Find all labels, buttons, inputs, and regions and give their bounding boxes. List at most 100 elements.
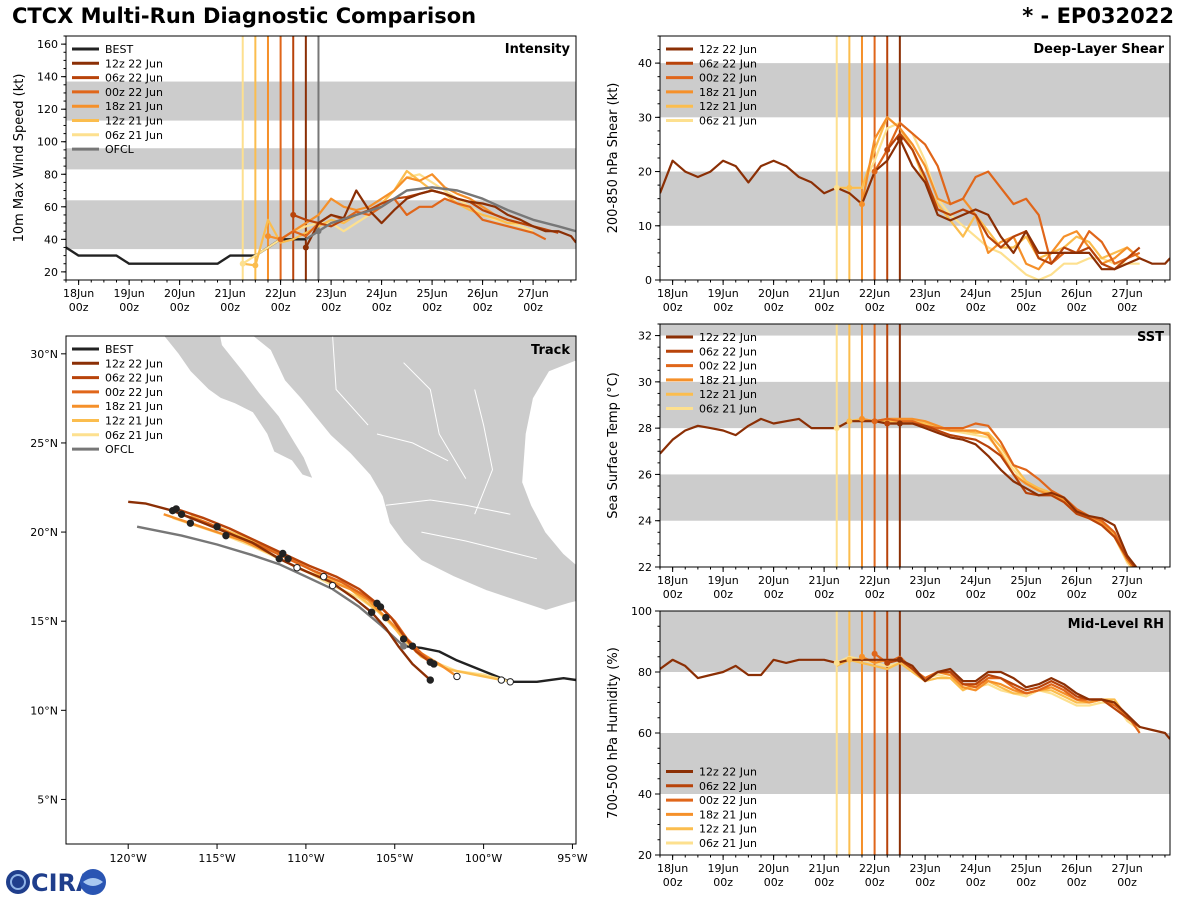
sst-legend-label: 06z 22 Jun <box>699 345 757 358</box>
rh-series-group <box>660 650 1170 740</box>
shear-xtick-label: 00z <box>764 301 784 314</box>
track-legend-label: OFCL <box>105 443 135 456</box>
intensity-legend-label: 06z 21 Jun <box>105 129 163 142</box>
shear-xtick-label: 00z <box>713 301 733 314</box>
shear-xtick-label: 00z <box>915 301 935 314</box>
track-xtick-label: 95°W <box>557 852 587 865</box>
intensity-ytick-label: 100 <box>37 136 58 149</box>
shear-init-marker-06z-22-jun <box>884 146 891 153</box>
sst-ytick-label: 22 <box>638 561 652 574</box>
sst-panel: 22242628303218Jun00z19Jun00z20Jun00z21Ju… <box>606 323 1171 601</box>
track-marker-18z-21-jun <box>293 564 301 572</box>
shear-init-marker-00z-22-jun <box>871 168 878 175</box>
sst-legend-label: 12z 22 Jun <box>699 331 757 344</box>
rh-band <box>660 733 1170 794</box>
intensity-ytick-label: 60 <box>44 201 58 214</box>
track-series-best <box>403 644 576 683</box>
state-border <box>421 531 538 560</box>
rh-xtick-label: 21Jun <box>809 862 840 875</box>
sst-xtick-label: 18Jun <box>657 574 688 587</box>
intensity-init-marker-12z-21-jun <box>252 262 259 269</box>
figure-title: CTCX Multi-Run Diagnostic Comparison <box>12 4 477 28</box>
sst-init-marker-12z-22-jun <box>896 420 903 427</box>
shear-legend-label: 06z 21 Jun <box>699 115 757 128</box>
sst-xtick-label: 21Jun <box>809 574 840 587</box>
track-marker-06z-21-jun <box>328 581 337 590</box>
sst-ytick-label: 28 <box>638 422 652 435</box>
rh-xtick-label: 00z <box>764 876 784 889</box>
intensity-xtick-label: 18Jun <box>63 287 94 300</box>
intensity-xtick-label: 22Jun <box>265 287 296 300</box>
shear-xtick-label: 21Jun <box>809 287 840 300</box>
shear-xtick-label: 00z <box>814 301 834 314</box>
shear-ytick-label: 40 <box>638 57 652 70</box>
rh-xtick-label: 00z <box>814 876 834 889</box>
track-marker-00z-22-jun <box>177 510 186 518</box>
shear-legend-label: 06z 22 Jun <box>699 57 757 70</box>
intensity-band <box>66 81 576 121</box>
track-ytick-label: 30°N <box>30 348 58 361</box>
track-marker-00z-22-jun <box>284 555 292 563</box>
state-border <box>474 389 494 515</box>
track-map <box>128 336 576 686</box>
intensity-legend-label: OFCL <box>105 143 135 156</box>
shear-xtick-label: 22Jun <box>859 287 890 300</box>
sst-xtick-label: 24Jun <box>960 574 991 587</box>
cira-logo: CIRA <box>4 866 108 898</box>
intensity-legend-label: BEST <box>105 43 133 56</box>
sst-legend-label: 06z 21 Jun <box>699 403 757 416</box>
sst-legend-label: 18z 21 Jun <box>699 374 757 387</box>
rh-xtick-label: 00z <box>865 876 885 889</box>
sst-legend-label: 00z 22 Jun <box>699 360 757 373</box>
track-xtick-label: 120°W <box>110 852 147 865</box>
shear-ytick-label: 10 <box>638 220 652 233</box>
sst-xtick-label: 00z <box>1067 588 1087 601</box>
intensity-panel-title: Intensity <box>505 42 571 57</box>
sst-xtick-label: 26Jun <box>1061 574 1092 587</box>
track-legend-label: 18z 21 Jun <box>105 400 163 413</box>
shear-ylabel: 200-850 hPa Shear (kt) <box>606 83 621 234</box>
track-legend-label: 12z 21 Jun <box>105 415 163 428</box>
sst-xtick-label: 00z <box>966 588 986 601</box>
rh-ytick-label: 20 <box>638 849 652 862</box>
rh-xtick-label: 24Jun <box>960 862 991 875</box>
intensity-ytick-label: 160 <box>37 38 58 51</box>
shear-ytick-label: 30 <box>638 111 652 124</box>
intensity-xtick-label: 00z <box>271 301 291 314</box>
intensity-xtick-label: 27Jun <box>517 287 548 300</box>
shear-init-marker-06z-21-jun <box>833 184 840 191</box>
sst-xtick-label: 00z <box>764 588 784 601</box>
rh-xtick-label: 18Jun <box>657 862 688 875</box>
rh-legend-label: 18z 21 Jun <box>699 808 757 821</box>
track-axes-frame <box>65 335 577 845</box>
sst-xtick-label: 20Jun <box>758 574 789 587</box>
intensity-init-marker-06z-22-jun <box>290 211 297 218</box>
intensity-init-marker-00z-22-jun <box>277 236 284 243</box>
rh-init-marker-06z-21-jun <box>833 659 840 666</box>
track-ytick-label: 10°N <box>30 704 58 717</box>
shear-xtick-label: 24Jun <box>960 287 991 300</box>
shear-series-00z-22-jun <box>873 121 1141 265</box>
shear-init-marker-12z-21-jun <box>846 184 853 191</box>
sst-band <box>660 324 1170 336</box>
track-marker-12z-21-jun <box>497 676 506 684</box>
shear-init-marker-12z-22-jun <box>896 136 903 143</box>
sst-xtick-label: 00z <box>1016 588 1036 601</box>
shear-xtick-label: 20Jun <box>758 287 789 300</box>
shear-legend-label: 12z 21 Jun <box>699 100 757 113</box>
logo-globe-icon <box>6 870 30 894</box>
rh-init-marker-18z-21-jun <box>858 653 865 660</box>
track-marker-06z-21-jun <box>408 642 417 650</box>
shear-xtick-label: 18Jun <box>657 287 688 300</box>
intensity-xtick-label: 23Jun <box>316 287 347 300</box>
sst-xtick-label: 00z <box>814 588 834 601</box>
track-marker-12z-22-jun <box>275 555 283 563</box>
intensity-ytick-label: 140 <box>37 71 58 84</box>
rh-ytick-label: 40 <box>638 788 652 801</box>
track-marker-06z-21-jun <box>506 678 514 686</box>
intensity-legend-label: 06z 22 Jun <box>105 72 163 85</box>
